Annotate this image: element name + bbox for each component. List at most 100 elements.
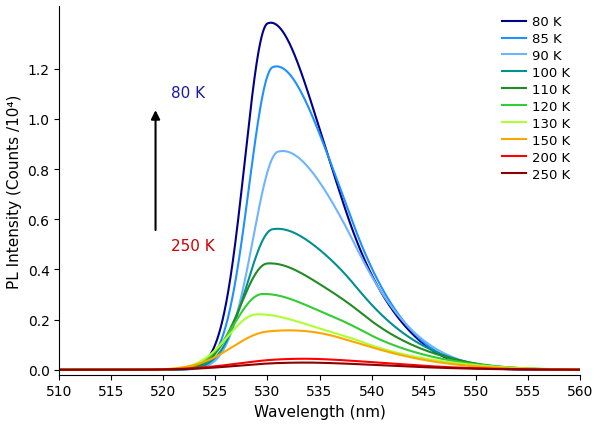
110 K <box>576 367 583 372</box>
90 K <box>45 367 52 372</box>
130 K <box>518 366 525 371</box>
250 K <box>139 367 146 372</box>
200 K <box>518 367 525 372</box>
110 K <box>45 367 52 372</box>
130 K <box>253 312 260 317</box>
250 K <box>576 367 583 372</box>
120 K <box>45 367 52 372</box>
80 K <box>277 26 284 32</box>
90 K <box>518 367 525 372</box>
80 K <box>139 367 146 372</box>
250 K <box>277 360 284 366</box>
110 K <box>139 367 146 372</box>
Line: 200 K: 200 K <box>49 359 590 370</box>
110 K <box>277 262 284 268</box>
90 K <box>253 219 260 224</box>
130 K <box>587 367 594 372</box>
100 K <box>518 366 525 371</box>
200 K <box>107 367 114 372</box>
130 K <box>576 367 583 372</box>
80 K <box>45 367 52 372</box>
Text: 250 K: 250 K <box>171 239 215 254</box>
100 K <box>45 367 52 372</box>
150 K <box>107 367 114 372</box>
85 K <box>253 130 260 135</box>
100 K <box>277 227 284 232</box>
Line: 120 K: 120 K <box>49 294 590 370</box>
130 K <box>277 314 284 320</box>
Line: 85 K: 85 K <box>49 67 590 370</box>
200 K <box>576 367 583 372</box>
85 K <box>273 65 280 70</box>
Line: 100 K: 100 K <box>49 229 590 370</box>
120 K <box>260 292 268 297</box>
200 K <box>587 367 594 372</box>
250 K <box>301 360 308 365</box>
Legend: 80 K, 85 K, 90 K, 100 K, 110 K, 120 K, 130 K, 150 K, 200 K, 250 K: 80 K, 85 K, 90 K, 100 K, 110 K, 120 K, 1… <box>497 11 576 187</box>
85 K <box>277 65 284 70</box>
200 K <box>45 367 52 372</box>
200 K <box>139 367 146 372</box>
250 K <box>45 367 52 372</box>
110 K <box>266 261 274 266</box>
250 K <box>518 367 525 372</box>
85 K <box>587 367 594 372</box>
Line: 250 K: 250 K <box>49 363 590 370</box>
90 K <box>107 367 114 372</box>
80 K <box>518 367 525 372</box>
110 K <box>587 367 594 372</box>
85 K <box>107 367 114 372</box>
80 K <box>253 63 260 68</box>
Line: 150 K: 150 K <box>49 331 590 370</box>
200 K <box>300 357 307 362</box>
150 K <box>576 367 583 372</box>
Line: 90 K: 90 K <box>49 152 590 370</box>
150 K <box>45 367 52 372</box>
120 K <box>518 366 525 371</box>
150 K <box>518 366 525 371</box>
150 K <box>277 328 284 333</box>
200 K <box>277 357 284 362</box>
90 K <box>277 150 284 155</box>
90 K <box>139 367 146 372</box>
90 K <box>279 149 286 154</box>
120 K <box>576 367 583 372</box>
120 K <box>139 367 146 372</box>
120 K <box>277 294 284 299</box>
Y-axis label: PL Intensity (Counts /10⁴): PL Intensity (Counts /10⁴) <box>7 94 22 288</box>
120 K <box>107 367 114 372</box>
X-axis label: Wavelength (nm): Wavelength (nm) <box>254 404 385 419</box>
85 K <box>576 367 583 372</box>
130 K <box>45 367 52 372</box>
80 K <box>576 367 583 372</box>
200 K <box>253 359 260 364</box>
80 K <box>587 367 594 372</box>
250 K <box>253 362 260 367</box>
250 K <box>587 367 594 372</box>
110 K <box>107 367 114 372</box>
100 K <box>576 367 583 372</box>
250 K <box>107 367 114 372</box>
Line: 80 K: 80 K <box>49 24 590 370</box>
100 K <box>253 253 260 258</box>
100 K <box>587 367 594 372</box>
90 K <box>587 367 594 372</box>
150 K <box>139 367 146 372</box>
120 K <box>253 294 260 299</box>
120 K <box>587 367 594 372</box>
130 K <box>139 367 146 372</box>
150 K <box>253 332 260 337</box>
85 K <box>518 367 525 372</box>
100 K <box>274 227 281 232</box>
110 K <box>518 366 525 371</box>
80 K <box>267 21 274 26</box>
150 K <box>285 328 292 333</box>
100 K <box>107 367 114 372</box>
90 K <box>576 367 583 372</box>
80 K <box>107 367 114 372</box>
Text: 80 K: 80 K <box>171 86 205 101</box>
85 K <box>45 367 52 372</box>
Line: 130 K: 130 K <box>49 314 590 370</box>
85 K <box>139 367 146 372</box>
130 K <box>107 367 114 372</box>
